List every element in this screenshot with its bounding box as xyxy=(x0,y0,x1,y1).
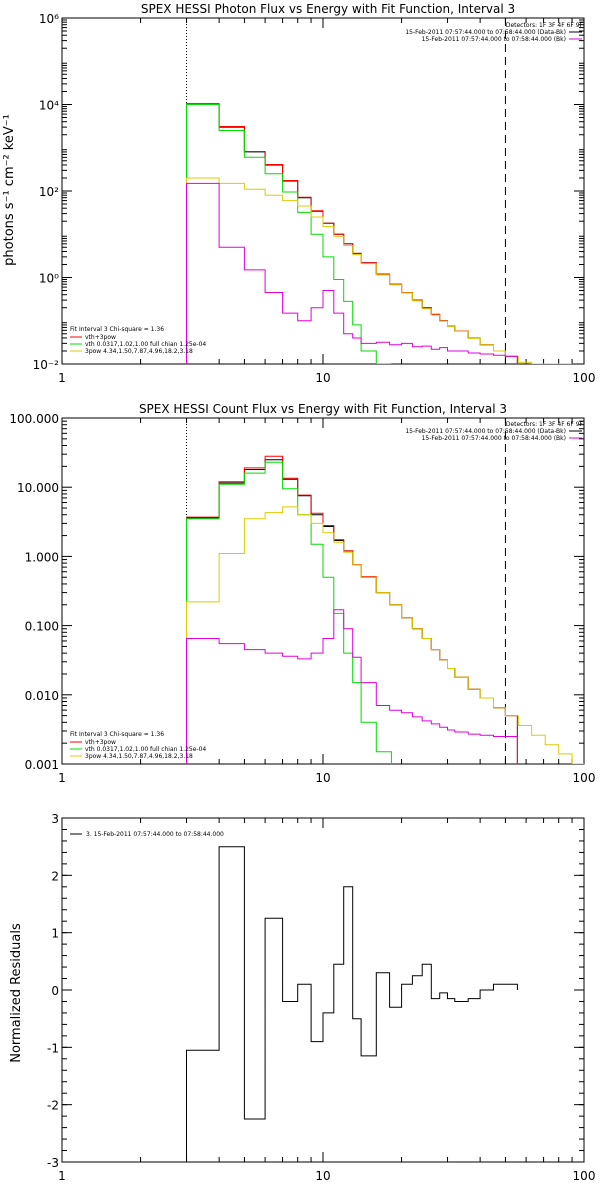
y-tick-label: -2 xyxy=(47,1099,59,1113)
legend-fit-header: Fit Interval 3 Chi-square = 1.36 xyxy=(70,731,164,738)
series-bk xyxy=(186,182,518,364)
series-data-bk xyxy=(186,459,518,764)
photon-flux-legend-topright: Detectors: 1F 3F 4F 6F 9F 15-Feb-2011 07… xyxy=(405,22,583,43)
legend-data-bk-label: 15-Feb-2011 07:57:44.000 to 07:58:44.000… xyxy=(405,29,566,36)
series-bk xyxy=(186,609,518,764)
x-tick-label: 100 xyxy=(573,1169,596,1183)
y-tick-label: 3 xyxy=(51,812,59,826)
x-tick-label: 10 xyxy=(315,771,330,785)
y-tick-label: 0 xyxy=(51,984,59,998)
legend-3pow-label: 3pow 4.34,1.50,7.87,4.96,18.2,3.18 xyxy=(85,348,193,355)
y-tick-label: 10⁻² xyxy=(33,358,60,372)
photon-flux-plot-area: 1 10 100 10⁻² 10⁰ 10² 10⁴ 10⁶ xyxy=(33,12,596,385)
x-tick-label: 100 xyxy=(573,371,596,385)
y-tick-label: -3 xyxy=(47,1156,59,1170)
count-flux-panel: SPEX HESSI Count Flux vs Energy with Fit… xyxy=(9,402,595,785)
series-data-bk xyxy=(186,104,518,364)
y-tick-label: 10⁶ xyxy=(39,12,59,26)
y-tick-label: 1 xyxy=(51,927,59,941)
count-flux-legend-bottomleft: Fit Interval 3 Chi-square = 1.36 vth+3po… xyxy=(70,731,206,760)
y-tick-label: 10⁰ xyxy=(39,272,59,286)
legend-vth3pow-label: vth+3pow xyxy=(85,334,116,341)
count-flux-legend-topright: Detectors: 1F 3F 4F 6F 9F 15-Feb-2011 07… xyxy=(405,421,583,442)
series-vth xyxy=(186,461,392,764)
series-3pow xyxy=(186,177,573,364)
y-tick-label: 0.100 xyxy=(25,620,59,634)
x-tick-label: 100 xyxy=(573,771,596,785)
legend-fit-header: Fit Interval 3 Chi-square = 1.36 xyxy=(70,326,164,333)
photon-flux-ylabel: photons s⁻¹ cm⁻² keV⁻¹ xyxy=(2,114,17,266)
legend-detectors: Detectors: 1F 3F 4F 6F 9F xyxy=(506,421,584,428)
photon-flux-panel: SPEX HESSI Photon Flux vs Energy with Fi… xyxy=(2,2,595,385)
y-tick-label: 10² xyxy=(39,185,59,199)
y-tick-label: 10.000 xyxy=(17,481,59,495)
residuals-legend: 3. 15-Feb-2011 07:57:44.000 to 07:58:44.… xyxy=(70,831,224,838)
residuals-plot-area: 1 10 100 -3 -2 -1 0 1 2 3 xyxy=(47,812,595,1183)
x-tick-label: 10 xyxy=(315,371,330,385)
y-tick-label: -1 xyxy=(47,1041,59,1055)
count-flux-plot-area: 1 10 100 0.001 0.010 0.100 1.000 10.000 100.000 xyxy=(9,412,595,785)
y-tick-label: 10⁴ xyxy=(39,99,59,113)
residuals-ylabel: Normalized Residuals xyxy=(9,923,24,1063)
photon-flux-title: SPEX HESSI Photon Flux vs Energy with Fi… xyxy=(141,2,515,16)
x-tick-label: 1 xyxy=(58,1169,66,1183)
legend-detectors: Detectors: 1F 3F 4F 6F 9F xyxy=(506,22,584,29)
legend-vth-label: vth 0.0317,1.02,1.00 full chian 1.25e-04 xyxy=(85,341,206,348)
series-vth-3pow xyxy=(186,455,518,764)
residuals-panel: Normalized Residuals 1 10 100 -3 -2 -1 0 1 2 3 3.… xyxy=(9,812,595,1183)
series-3pow xyxy=(186,506,584,764)
x-tick-label: 10 xyxy=(315,1169,330,1183)
y-tick-label: 1.000 xyxy=(25,550,59,564)
series-vth-3pow xyxy=(186,103,518,364)
y-tick-label: 100.000 xyxy=(9,412,59,426)
y-tick-label: 2 xyxy=(51,869,59,883)
y-tick-label: 0.001 xyxy=(25,758,59,772)
legend-vth-label: vth 0.0317,1.02,1.00 full chian 1.25e-04 xyxy=(85,746,206,753)
plot-frame xyxy=(61,817,585,1163)
legend-vth3pow-label: vth+3pow xyxy=(85,739,116,746)
series-vth xyxy=(186,104,392,364)
x-tick-label: 1 xyxy=(58,771,66,785)
y-tick-label: 0.010 xyxy=(25,689,59,703)
x-tick-label: 1 xyxy=(58,371,66,385)
legend-bk-label: 15-Feb-2011 07:57:44.000 to 07:58:44.000… xyxy=(422,435,566,442)
legend-data-bk-label: 15-Feb-2011 07:57:44.000 to 07:58:44.000… xyxy=(405,428,566,435)
count-flux-title: SPEX HESSI Count Flux vs Energy with Fit… xyxy=(139,402,507,416)
photon-flux-legend-bottomleft: Fit Interval 3 Chi-square = 1.36 vth+3po… xyxy=(70,326,206,355)
legend-residual-label: 3. 15-Feb-2011 07:57:44.000 to 07:58:44.… xyxy=(86,831,224,838)
legend-3pow-label: 3pow 4.34,1.50,7.87,4.96,18.2,3.18 xyxy=(85,753,193,760)
series-3-15-feb-2011-07-57-44-000-to-07-58-44-000 xyxy=(186,846,518,1162)
legend-bk-label: 15-Feb-2011 07:57:44.000 to 07:58:44.000… xyxy=(422,36,566,43)
